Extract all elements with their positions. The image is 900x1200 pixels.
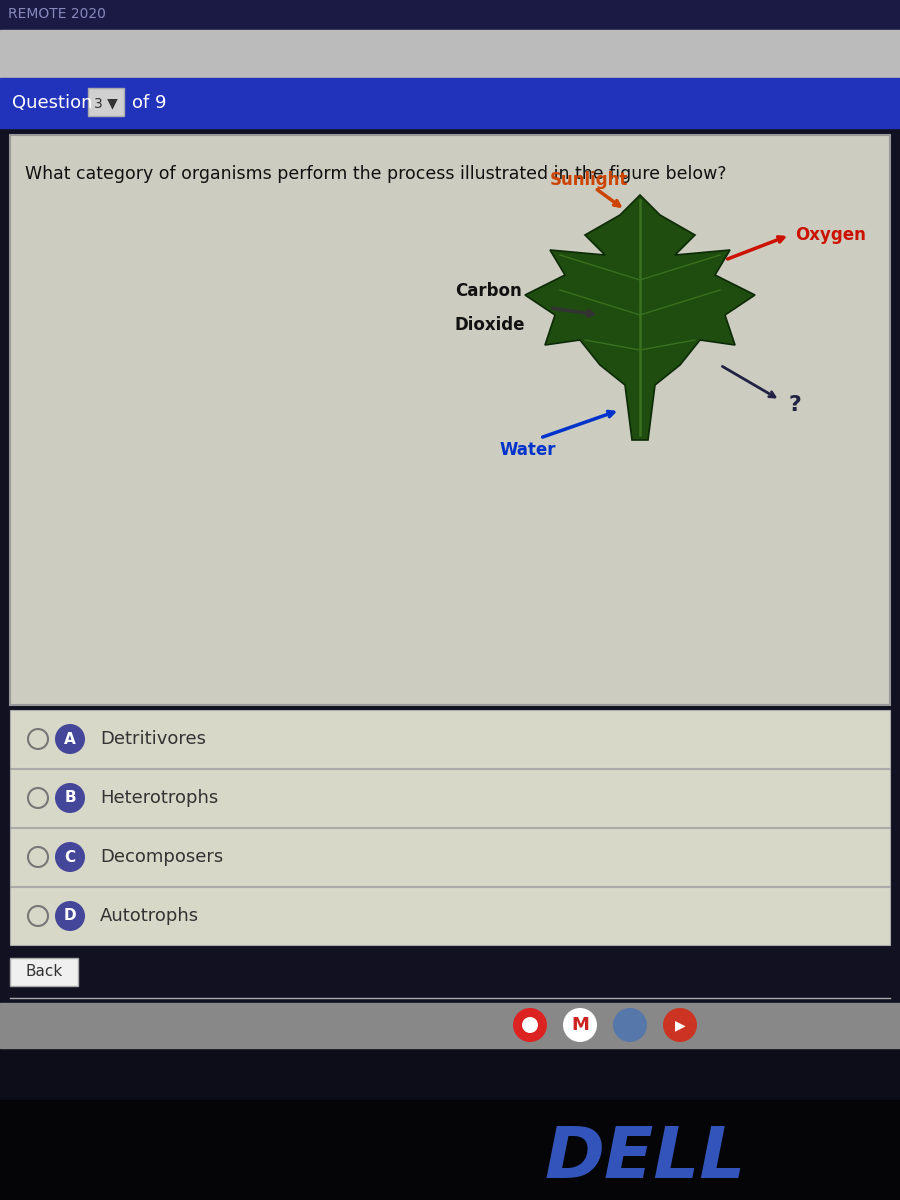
Bar [0, 1003, 900, 1048]
Bar [88, 88, 124, 116]
Text: Carbon: Carbon [455, 282, 522, 300]
Bar [10, 134, 890, 704]
Text: What category of organisms perform the process illustrated in the figure below?: What category of organisms perform the p… [25, 164, 726, 182]
Text: Back: Back [25, 965, 63, 979]
Circle shape [663, 1008, 697, 1042]
Text: 3 ▼: 3 ▼ [94, 96, 118, 110]
Text: ?: ? [788, 395, 801, 415]
Text: Heterotrophs: Heterotrophs [100, 790, 218, 806]
Text: Sunlight: Sunlight [550, 170, 628, 188]
Text: C: C [65, 850, 76, 864]
Circle shape [55, 842, 85, 872]
Circle shape [55, 901, 85, 931]
Text: Decomposers: Decomposers [100, 848, 223, 866]
Bar [10, 958, 78, 986]
Bar [10, 769, 890, 827]
Text: of 9: of 9 [132, 94, 166, 112]
Bar [0, 0, 900, 30]
Circle shape [55, 782, 85, 814]
Text: Water: Water [500, 440, 556, 458]
Circle shape [563, 1008, 597, 1042]
Circle shape [513, 1008, 547, 1042]
Text: Detritivores: Detritivores [100, 730, 206, 748]
Circle shape [55, 724, 85, 754]
Text: D: D [64, 908, 76, 924]
Polygon shape [525, 194, 755, 440]
Text: M: M [572, 1016, 589, 1034]
Bar [0, 1100, 900, 1200]
Text: B: B [64, 791, 76, 805]
Text: Oxygen: Oxygen [795, 226, 866, 244]
Text: REMOTE 2020: REMOTE 2020 [8, 7, 106, 20]
Text: Dioxide: Dioxide [455, 316, 526, 334]
Bar [10, 710, 890, 768]
Circle shape [522, 1018, 538, 1033]
Text: A: A [64, 732, 76, 746]
Text: ▶: ▶ [675, 1018, 685, 1032]
Bar [0, 30, 900, 78]
Bar [0, 78, 900, 128]
Circle shape [613, 1008, 647, 1042]
Bar [0, 1048, 900, 1200]
Text: Question: Question [12, 94, 93, 112]
Text: DELL: DELL [544, 1123, 746, 1193]
Bar [10, 828, 890, 886]
Bar [10, 887, 890, 946]
Text: Autotrophs: Autotrophs [100, 907, 199, 925]
